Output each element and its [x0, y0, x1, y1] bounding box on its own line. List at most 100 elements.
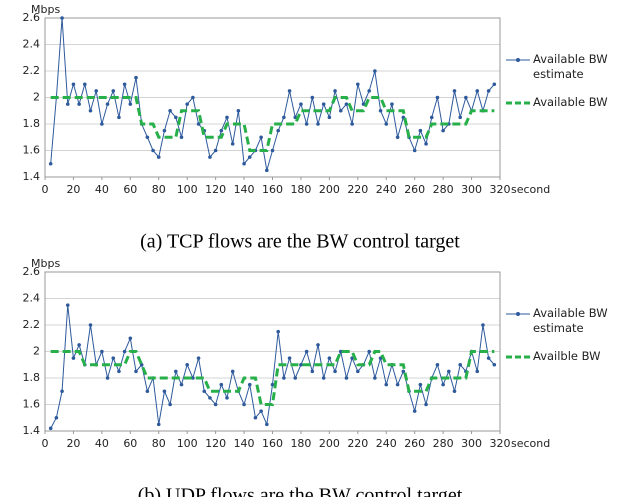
data-point: [424, 142, 428, 146]
data-point: [299, 362, 303, 367]
data-point: [60, 16, 64, 20]
x-tick-label: 160: [262, 183, 283, 196]
data-point: [54, 415, 59, 420]
legend-label: Available BW estimate: [533, 52, 608, 81]
y-tick-label: 1.8: [23, 117, 41, 130]
x-tick-label: 260: [404, 183, 425, 196]
data-point: [270, 148, 275, 153]
data-point: [316, 122, 320, 126]
y-tick-label: 2: [33, 345, 40, 358]
x-tick-label: 60: [123, 437, 137, 450]
x-tick-label: 220: [347, 183, 368, 196]
data-point: [276, 329, 280, 334]
y-tick-label: 1.6: [23, 144, 41, 157]
data-point: [77, 343, 81, 347]
x-tick-label: 0: [42, 437, 49, 450]
data-point: [71, 82, 76, 87]
data-point: [447, 369, 451, 374]
data-point: [333, 89, 337, 93]
data-point: [458, 115, 462, 120]
data-point: [208, 396, 212, 400]
data-point: [418, 382, 423, 387]
data-point: [111, 356, 116, 360]
data-point: [282, 115, 286, 120]
data-point: [117, 115, 121, 120]
data-point: [60, 389, 64, 394]
data-point: [276, 128, 280, 133]
data-point: [304, 122, 309, 126]
data-point: [162, 128, 167, 133]
data-point: [247, 155, 252, 159]
x-tick-label: 260: [404, 437, 425, 450]
x-tick-label: 280: [433, 183, 454, 196]
data-point: [270, 382, 275, 387]
data-point: [242, 402, 246, 407]
data-point: [139, 362, 144, 367]
data-point: [65, 303, 70, 307]
y-tick-label: 2.4: [23, 292, 41, 305]
data-point: [179, 382, 184, 387]
data-point: [83, 82, 87, 87]
data-point: [412, 409, 417, 413]
data-point: [208, 155, 212, 159]
y-tick-label: 2.2: [23, 64, 41, 77]
x-tick-label: 300: [461, 437, 482, 450]
data-point: [293, 376, 298, 380]
x-tick-label: 140: [234, 183, 255, 196]
legend-marker: [516, 312, 520, 316]
data-point: [236, 108, 241, 113]
data-point: [213, 402, 218, 407]
data-point: [185, 362, 189, 367]
x-tick-label: 240: [376, 183, 397, 196]
data-point: [162, 389, 167, 394]
x-tick-label: 280: [433, 437, 454, 450]
data-point: [452, 89, 457, 93]
x-tick-label: 80: [152, 183, 166, 196]
x-tick-label: 320: [490, 183, 511, 196]
y-tick-label: 1.4: [23, 170, 41, 183]
x-tick-label: 160: [262, 437, 283, 450]
y-tick-label: 1.8: [23, 371, 41, 384]
data-point: [373, 376, 377, 380]
data-point: [299, 102, 303, 106]
data-point: [196, 356, 201, 360]
data-point: [156, 155, 161, 159]
data-point: [486, 89, 491, 93]
data-point: [424, 402, 428, 407]
reference-line: [50, 350, 495, 406]
data-point: [191, 376, 195, 380]
data-point: [265, 168, 269, 173]
data-point: [350, 122, 354, 126]
data-point: [384, 382, 389, 387]
y-tick-label: 1.4: [23, 424, 41, 437]
data-point: [134, 369, 138, 374]
data-point: [156, 422, 161, 427]
y-axis-label: Mbps: [31, 257, 60, 270]
data-point: [185, 102, 189, 106]
data-point: [304, 349, 309, 354]
data-point: [191, 95, 195, 100]
data-point: [122, 82, 127, 87]
x-tick-label: 300: [461, 183, 482, 196]
data-point: [219, 382, 224, 387]
data-point: [225, 115, 229, 120]
data-point: [71, 356, 76, 360]
data-point: [356, 82, 360, 87]
legend-label: Available BW: [533, 95, 608, 109]
data-point: [333, 369, 337, 374]
data-point: [344, 376, 349, 380]
x-axis-label: second: [511, 437, 550, 450]
data-point: [486, 356, 491, 360]
data-point: [88, 323, 93, 327]
y-tick-label: 2.4: [23, 38, 41, 51]
data-point: [151, 148, 155, 153]
x-tick-label: 40: [95, 437, 109, 450]
data-point: [225, 396, 229, 400]
data-point: [100, 349, 104, 354]
data-point: [287, 89, 292, 93]
series-line: [50, 305, 495, 429]
legend-marker: [516, 58, 520, 62]
data-point: [316, 343, 320, 347]
x-tick-label: 180: [290, 183, 311, 196]
